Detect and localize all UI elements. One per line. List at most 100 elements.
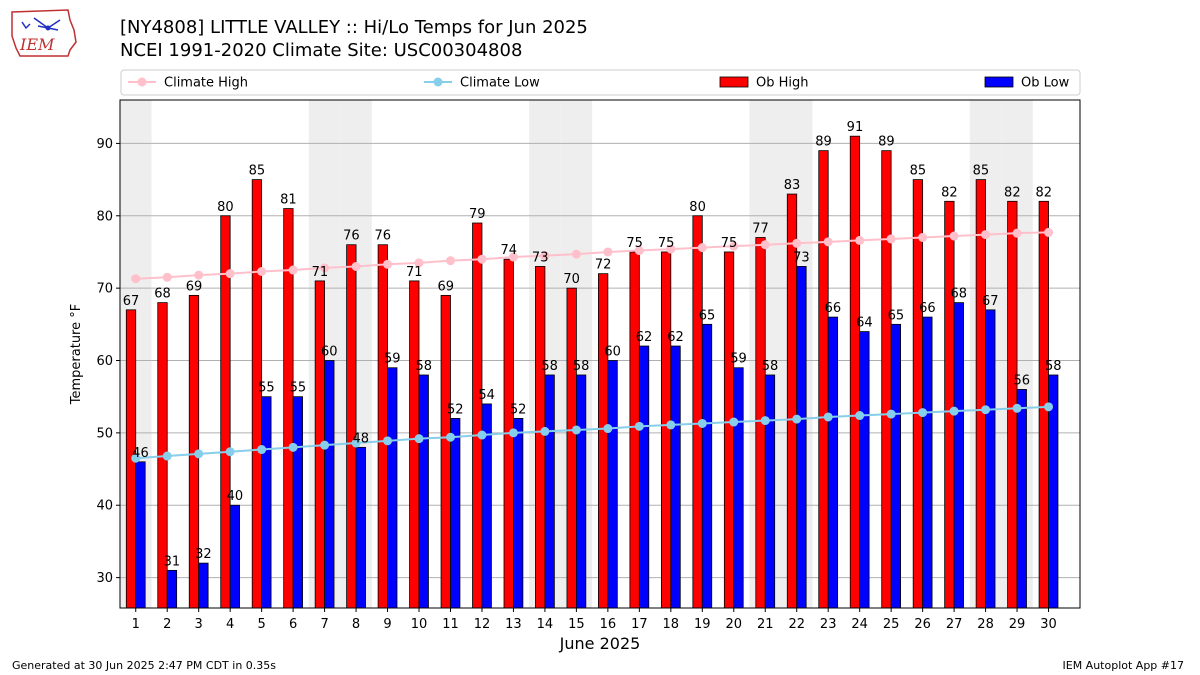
climate-low-point bbox=[477, 430, 487, 440]
legend-label: Ob High bbox=[756, 76, 809, 91]
climate-low-point bbox=[918, 408, 928, 418]
y-tick-label: 70 bbox=[96, 282, 113, 297]
x-tick-label: 13 bbox=[505, 617, 522, 632]
ob-low-label: 58 bbox=[541, 359, 558, 374]
ob-high-bar bbox=[944, 200, 955, 609]
climate-low-point bbox=[131, 453, 141, 463]
ob-high-label: 80 bbox=[689, 200, 706, 215]
x-tick-label: 1 bbox=[132, 617, 140, 632]
ob-high-label: 85 bbox=[249, 164, 266, 179]
legend-label: Climate Low bbox=[460, 76, 540, 91]
climate-high-point bbox=[760, 240, 770, 250]
climate-low-point bbox=[288, 442, 298, 452]
ob-high-label: 73 bbox=[532, 250, 549, 265]
climate-high-point bbox=[131, 274, 141, 284]
ob-high-label: 72 bbox=[595, 258, 612, 273]
climate-high-point bbox=[792, 238, 802, 248]
ob-high-label: 89 bbox=[815, 135, 832, 150]
ob-high-label: 83 bbox=[784, 178, 801, 193]
ob-low-bar bbox=[890, 323, 901, 609]
ob-low-label: 40 bbox=[227, 489, 244, 504]
x-tick-label: 19 bbox=[694, 617, 711, 632]
ob-high-label: 79 bbox=[469, 207, 486, 222]
ob-low-bar bbox=[324, 360, 335, 609]
ob-high-label: 91 bbox=[847, 120, 864, 135]
ob-high-label: 69 bbox=[186, 279, 203, 294]
climate-high-point bbox=[225, 269, 235, 279]
climate-high-point bbox=[634, 246, 644, 256]
ob-low-label: 60 bbox=[604, 345, 621, 360]
climate-high-point bbox=[1044, 227, 1054, 237]
ob-low-bar bbox=[607, 360, 618, 609]
ob-low-label: 66 bbox=[825, 301, 842, 316]
ob-high-bar bbox=[818, 150, 829, 609]
x-tick-label: 12 bbox=[474, 617, 491, 632]
ob-high-label: 80 bbox=[217, 200, 234, 215]
ob-low-bar bbox=[450, 418, 461, 609]
climate-low-line bbox=[135, 405, 1049, 460]
ob-high-bar bbox=[409, 280, 420, 609]
ob-high-label: 68 bbox=[154, 287, 171, 302]
y-tick-label: 80 bbox=[96, 209, 113, 224]
ob-low-bar bbox=[953, 302, 964, 609]
ob-low-bar bbox=[513, 418, 524, 609]
ob-high-bar bbox=[535, 266, 546, 609]
climate-high-point bbox=[194, 270, 204, 280]
ob-high-label: 82 bbox=[1036, 185, 1053, 200]
legend-label: Climate High bbox=[164, 76, 248, 91]
climate-high-point bbox=[351, 261, 361, 271]
ob-high-label: 74 bbox=[500, 243, 517, 258]
climate-low-point bbox=[729, 417, 739, 427]
ob-high-label: 76 bbox=[343, 229, 360, 244]
x-tick-label: 30 bbox=[1040, 617, 1057, 632]
ob-low-label: 48 bbox=[353, 431, 370, 446]
x-tick-label: 9 bbox=[383, 617, 391, 632]
y-tick-label: 30 bbox=[96, 571, 113, 586]
climate-high-point bbox=[729, 241, 739, 251]
climate-high-point bbox=[666, 244, 676, 254]
climate-lines-layer bbox=[131, 227, 1054, 463]
ob-low-bar bbox=[701, 323, 713, 609]
y-axis-label: Temperature °F bbox=[69, 304, 84, 405]
ob-high-label: 69 bbox=[437, 279, 454, 294]
climate-high-point bbox=[288, 265, 298, 275]
climate-low-point bbox=[1044, 402, 1054, 412]
ob-high-label: 77 bbox=[752, 221, 769, 236]
climate-high-point bbox=[603, 247, 613, 257]
x-tick-label: 8 bbox=[352, 617, 360, 632]
ob-low-bar bbox=[387, 367, 398, 609]
climate-low-point bbox=[823, 412, 833, 422]
bar-value-labels: 67 68 69 80 85 81 71 76 76 71 69 79 74 73 70 72 75 75 80 75… bbox=[123, 120, 1062, 569]
generated-timestamp: Generated at 30 Jun 2025 2:47 PM CDT in … bbox=[12, 659, 277, 672]
x-tick-label: 11 bbox=[442, 617, 459, 632]
legend: Climate High Climate Low Ob High Ob Low bbox=[120, 69, 1081, 96]
ob-high-bar bbox=[598, 273, 609, 609]
climate-low-point bbox=[760, 416, 770, 426]
x-tick-label: 3 bbox=[195, 617, 203, 632]
ob-low-bar bbox=[135, 461, 146, 609]
climate-high-point bbox=[257, 267, 267, 277]
ob-high-bar bbox=[881, 150, 892, 609]
climate-low-point bbox=[320, 440, 330, 450]
ob-low-bar bbox=[575, 374, 587, 609]
legend-marker bbox=[433, 77, 443, 87]
x-tick-label: 22 bbox=[788, 617, 805, 632]
ob-low-label: 67 bbox=[982, 294, 999, 309]
x-axis-label: June 2025 bbox=[559, 634, 641, 653]
ob-low-label: 52 bbox=[510, 402, 527, 417]
climate-low-point bbox=[383, 436, 393, 446]
climate-low-point bbox=[634, 421, 644, 431]
plot-frame bbox=[119, 99, 1081, 609]
ob-low-label: 52 bbox=[447, 402, 464, 417]
legend-box bbox=[120, 69, 1081, 96]
climate-low-point bbox=[162, 451, 172, 461]
climate-high-point bbox=[823, 237, 833, 247]
ob-low-label: 32 bbox=[195, 547, 212, 562]
ob-low-label: 59 bbox=[730, 352, 747, 367]
ob-low-label: 65 bbox=[888, 308, 905, 323]
ob-low-label: 31 bbox=[164, 554, 181, 569]
climate-low-point bbox=[666, 420, 676, 430]
climate-high-point bbox=[320, 263, 330, 273]
